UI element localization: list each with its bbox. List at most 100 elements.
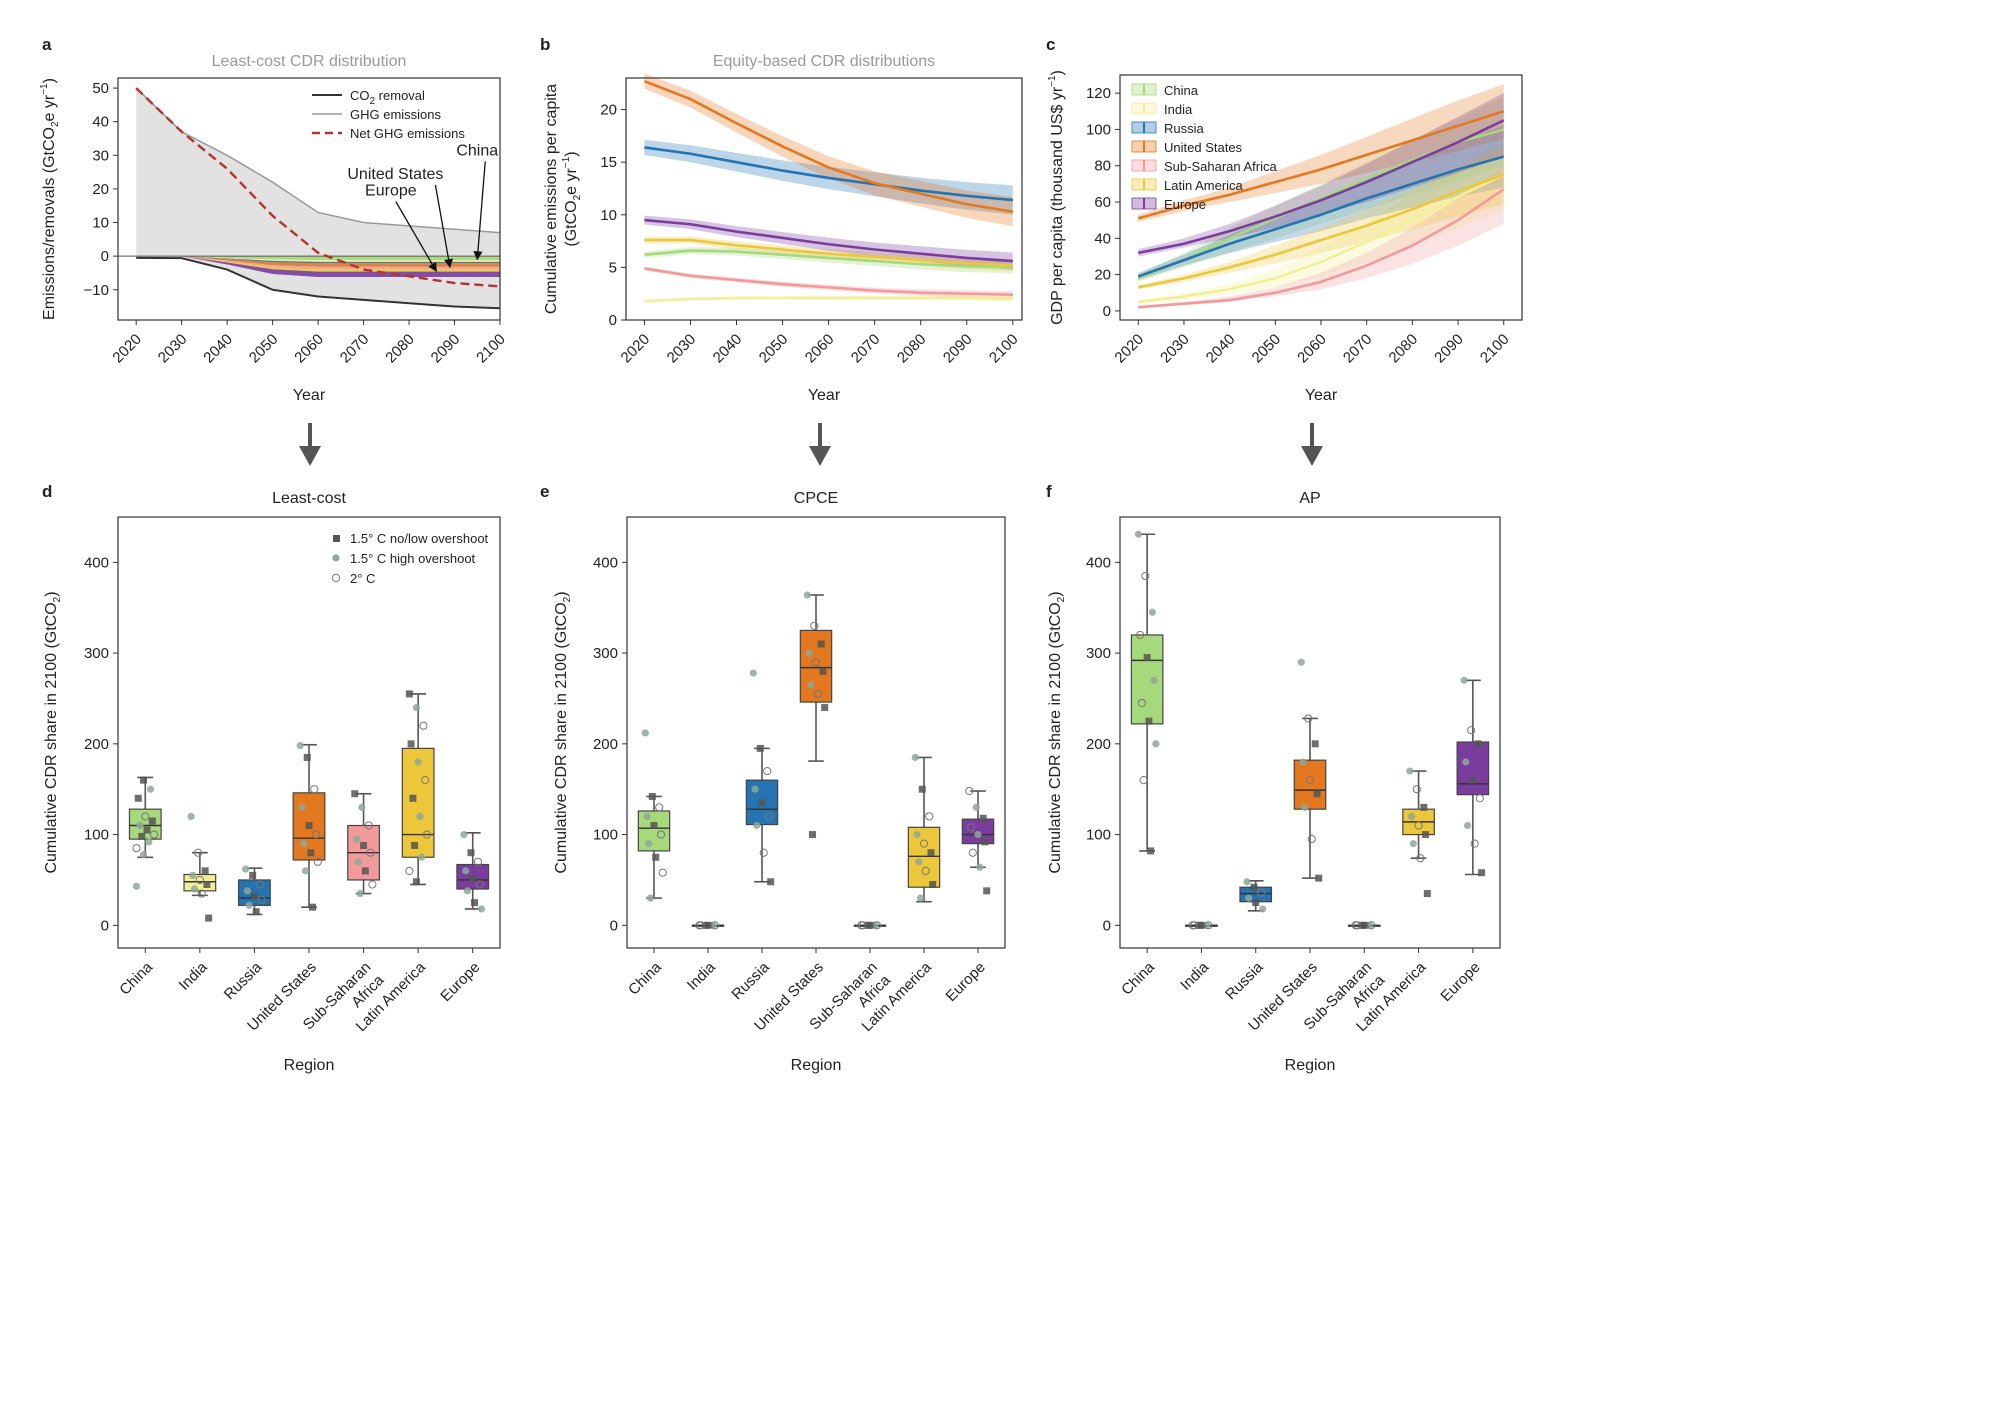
legend-marker [331, 573, 341, 583]
series-line [1138, 119, 1505, 255]
scenario-point-high-overshoot [189, 871, 197, 880]
x-tick-label: 2040 [200, 331, 236, 367]
scenario-point-low-overshoot [405, 690, 413, 698]
scenario-point-high-overshoot [1406, 767, 1414, 775]
scenario-point-low-overshoot [134, 794, 142, 802]
ghg-emissions-line [135, 87, 501, 234]
label-part: Cumulative CDR share in 2100 (GtCO [43, 602, 60, 873]
annotation-arrow [395, 201, 437, 273]
scenario-point-high-overshoot [645, 840, 653, 848]
scenario-point-high-overshoot [753, 821, 761, 830]
x-tick-label: Russia [728, 958, 773, 1003]
y-axis-label: Cumulative CDR share in 2100 (GtCO2) [553, 591, 573, 873]
scenario-point-low-overshoot [817, 640, 825, 648]
scenario-point-high-overshoot [243, 887, 251, 895]
label-part: −1 [39, 83, 50, 95]
scenario-point-2c [1475, 794, 1484, 803]
scenario-point-2c [132, 844, 141, 853]
y-tick-label: 0 [1103, 303, 1111, 320]
scenario-point-2c [965, 786, 974, 796]
x-tick-label: 2100 [473, 331, 509, 367]
scenario-point-high-overshoot [1245, 894, 1253, 902]
scenario-point-low-overshoot [467, 849, 475, 857]
scenario-point-low-overshoot [411, 841, 419, 849]
scenario-point-high-overshoot [915, 858, 923, 866]
label-part: ) [1047, 591, 1064, 596]
panel-label-c: c [1046, 35, 1055, 54]
scenario-point-high-overshoot [916, 894, 925, 902]
x-tick-label: 2070 [848, 331, 884, 367]
scenario-point-low-overshoot [1420, 803, 1428, 811]
scenario-point-2c [1467, 726, 1476, 735]
scenario-point-low-overshoot [866, 921, 874, 929]
scenario-point-low-overshoot [767, 878, 775, 886]
scenario-point-2c [1304, 714, 1313, 723]
scenario-point-high-overshoot [911, 753, 919, 762]
scenario-point-2c [141, 812, 150, 821]
flow-arrow-head [299, 446, 321, 466]
scenario-point-2c [759, 848, 768, 857]
scenario-point-high-overshoot [1243, 878, 1251, 886]
x-tick-label: 2070 [337, 331, 373, 367]
scenario-point-low-overshoot [1315, 874, 1323, 882]
scenario-point-low-overshoot [809, 831, 817, 839]
scenario-point-2c [655, 803, 664, 812]
region-band [136, 256, 500, 267]
scenario-point-high-overshoot [1299, 758, 1307, 766]
scenario-point-2c [364, 821, 373, 830]
scenario-point-high-overshoot [807, 681, 815, 689]
y-tick-label: 15 [600, 154, 617, 171]
scenario-point-low-overshoot [1147, 847, 1155, 855]
scenario-point-high-overshoot [976, 863, 984, 871]
scenario-point-high-overshoot [301, 867, 310, 875]
box [1293, 759, 1327, 810]
scenario-point-2c [313, 857, 322, 866]
scenario-point-2c [419, 721, 428, 730]
scenario-point-high-overshoot [139, 850, 148, 859]
scenario-point-low-overshoot [927, 849, 935, 857]
scenario-point-low-overshoot [1422, 831, 1430, 839]
scenario-point-2c [197, 889, 206, 898]
scenario-point-low-overshoot [1143, 654, 1151, 662]
annotation-label: China [456, 142, 498, 159]
panel-label-a: a [42, 35, 52, 54]
y-tick-label: 100 [84, 827, 109, 844]
scenario-point-high-overshoot [245, 901, 253, 909]
y-tick-label: 40 [1094, 230, 1111, 247]
label-part: 2 [572, 194, 583, 200]
scenario-point-high-overshoot [296, 742, 304, 750]
series-line [644, 267, 1013, 297]
label-part: ) [563, 151, 580, 156]
region-band [136, 256, 500, 269]
annotation-arrow [434, 184, 454, 269]
y-tick-label: 5 [609, 259, 617, 276]
scenario-point-high-overshoot [1407, 812, 1416, 821]
scenario-point-low-overshoot [652, 853, 660, 861]
label-part: −1 [561, 156, 572, 168]
y-tick-label: 300 [1086, 645, 1111, 662]
scenario-point-low-overshoot [250, 892, 258, 900]
panel-title: CPCE [794, 490, 838, 507]
x-tick-label: 2060 [802, 331, 838, 367]
box [637, 810, 671, 852]
scenario-point-2c [405, 866, 414, 875]
y-tick-label: 0 [1103, 917, 1111, 934]
scenario-point-2c [1204, 921, 1213, 930]
scenario-point-low-overshoot [307, 849, 315, 857]
x-axis-label: Year [293, 387, 326, 404]
scenario-point-high-overshoot [145, 838, 153, 846]
panel-title: Least-cost CDR distribution [212, 53, 407, 70]
y-tick-label: 100 [1086, 827, 1111, 844]
scenario-point-low-overshoot [143, 826, 151, 834]
scenario-point-high-overshoot [460, 830, 468, 839]
series-line [644, 146, 1013, 202]
legend-label: 1.5° C high overshoot [350, 551, 476, 566]
legend-label: Europe [1164, 197, 1206, 212]
scenario-point-high-overshoot [803, 591, 811, 599]
scenario-point-high-overshoot [463, 887, 472, 895]
x-tick-label: 2050 [1249, 331, 1285, 367]
y-tick-label: 30 [92, 147, 109, 164]
x-tick-label: 2100 [986, 331, 1022, 367]
